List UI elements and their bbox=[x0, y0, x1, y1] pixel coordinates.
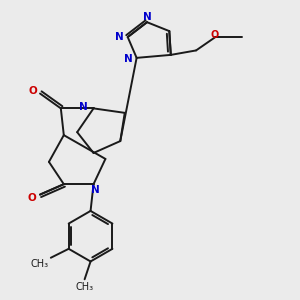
Text: N: N bbox=[91, 184, 99, 194]
Text: O: O bbox=[211, 30, 219, 40]
Text: N: N bbox=[143, 12, 152, 22]
Text: CH₃: CH₃ bbox=[76, 282, 94, 292]
Text: O: O bbox=[28, 85, 37, 96]
Text: N: N bbox=[80, 102, 88, 112]
Text: O: O bbox=[28, 193, 37, 202]
Text: N: N bbox=[116, 32, 124, 42]
Text: N: N bbox=[124, 54, 133, 64]
Text: CH₃: CH₃ bbox=[30, 259, 49, 269]
